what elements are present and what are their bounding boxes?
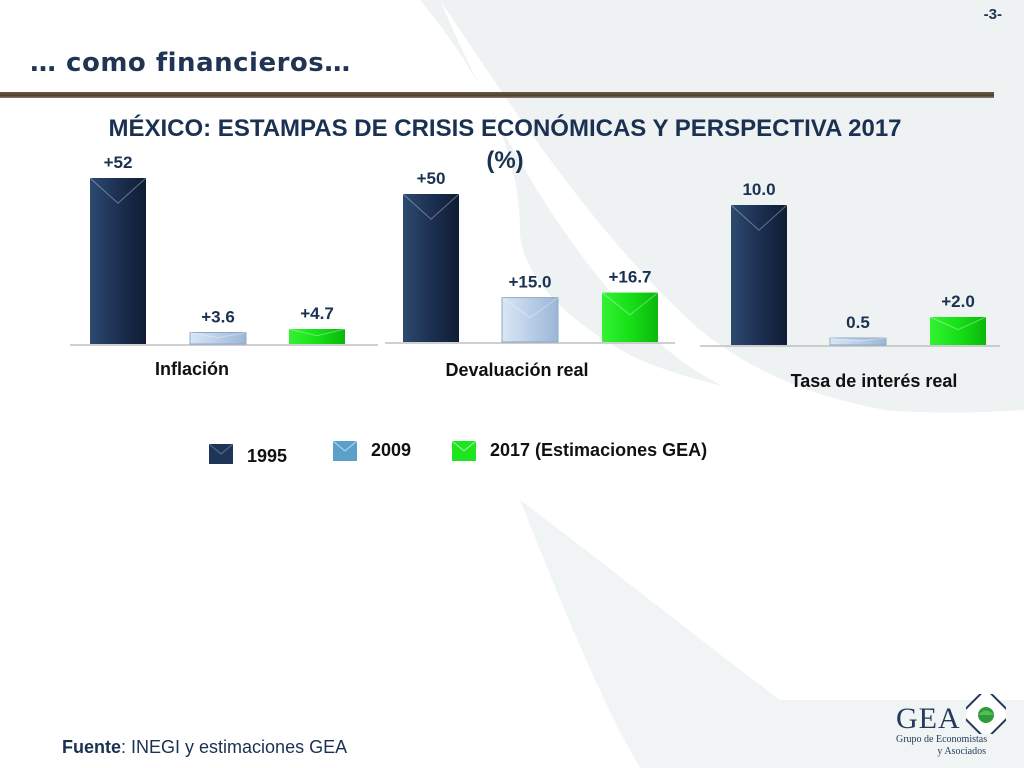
bar-devaluacion-real-2009 bbox=[501, 297, 559, 343]
data-label-devaluacion-real-2: +16.7 bbox=[608, 268, 651, 287]
category-label-inflacion: Inflación bbox=[155, 359, 229, 379]
data-label-tasa-de-interes-real-1: 0.5 bbox=[846, 313, 870, 332]
heading-divider bbox=[0, 92, 994, 98]
data-label-devaluacion-real-1: +15.0 bbox=[508, 273, 551, 292]
logo-subtitle-line2: y Asociados bbox=[937, 746, 986, 757]
chart-title-text: MÉXICO: ESTAMPAS DE CRISIS ECONÓMICAS Y … bbox=[108, 115, 902, 142]
data-label-inflacion-0: +52 bbox=[104, 153, 133, 172]
chart-title: MÉXICO: ESTAMPAS DE CRISIS ECONÓMICAS Y … bbox=[60, 113, 950, 177]
bar-inflacion-1995 bbox=[90, 178, 146, 344]
bar-bevel-tasa-de-interes-real-0 bbox=[730, 204, 788, 231]
legend-swatch-2009 bbox=[333, 441, 357, 461]
logo-subtitle: Grupo de Economistas y Asociados bbox=[896, 734, 996, 758]
category-label-tasa-de-interes-real: Tasa de interés real bbox=[791, 371, 958, 391]
bar-inflacion-2009 bbox=[189, 332, 247, 345]
bar-bevel-inflacion-2 bbox=[288, 328, 346, 337]
bar-devaluacion-real-2017 bbox=[602, 292, 658, 342]
logo-wordmark: GEA bbox=[896, 702, 961, 735]
legend-label-2009: 2009 bbox=[371, 440, 412, 460]
category-label-devaluacion-real: Devaluación real bbox=[445, 360, 588, 380]
bar-bevel-devaluacion-real-2 bbox=[601, 292, 659, 316]
bar-tasa-de-interes-real-2009 bbox=[829, 337, 887, 346]
source-note: Fuente: INEGI y estimaciones GEA bbox=[62, 737, 347, 758]
data-label-inflacion-1: +3.6 bbox=[201, 308, 235, 327]
legend-label-2017: 2017 (Estimaciones GEA) bbox=[490, 440, 708, 460]
bar-inflacion-2017 bbox=[289, 328, 345, 344]
logo-subtitle-line1: Grupo de Economistas bbox=[896, 734, 988, 745]
bar-bevel-inflacion-1 bbox=[189, 332, 247, 339]
bar-tasa-de-interes-real-2017 bbox=[930, 317, 986, 345]
bar-bevel-inflacion-0 bbox=[89, 177, 147, 204]
source-prefix: Fuente bbox=[62, 737, 122, 757]
bar-bevel-tasa-de-interes-real-2 bbox=[929, 316, 987, 331]
legend-swatch-2017 bbox=[452, 441, 476, 461]
bar-devaluacion-real-1995 bbox=[403, 194, 459, 342]
slide-heading: … como financieros… bbox=[30, 48, 351, 78]
page-number: -3- bbox=[983, 6, 1002, 23]
bar-bevel-devaluacion-real-1 bbox=[501, 297, 559, 319]
data-label-devaluacion-real-0: +50 bbox=[417, 169, 446, 188]
data-label-tasa-de-interes-real-2: +2.0 bbox=[941, 292, 975, 311]
data-label-tasa-de-interes-real-0: 10.0 bbox=[742, 180, 775, 199]
bar-bevel-devaluacion-real-0 bbox=[402, 193, 460, 220]
bar-bevel-tasa-de-interes-real-1 bbox=[829, 337, 887, 342]
gea-logo-badge-icon bbox=[966, 694, 1006, 734]
legend-label-1995: 1995 bbox=[247, 446, 288, 466]
chart-subtitle: (%) bbox=[486, 147, 524, 174]
source-text: : INEGI y estimaciones GEA bbox=[121, 737, 348, 757]
bar-tasa-de-interes-real-1995 bbox=[731, 205, 787, 345]
gea-logo: GEA Grupo de Economistas y Asociados bbox=[896, 694, 1006, 762]
legend-swatch-1995 bbox=[209, 444, 233, 464]
data-label-inflacion-2: +4.7 bbox=[300, 304, 334, 323]
